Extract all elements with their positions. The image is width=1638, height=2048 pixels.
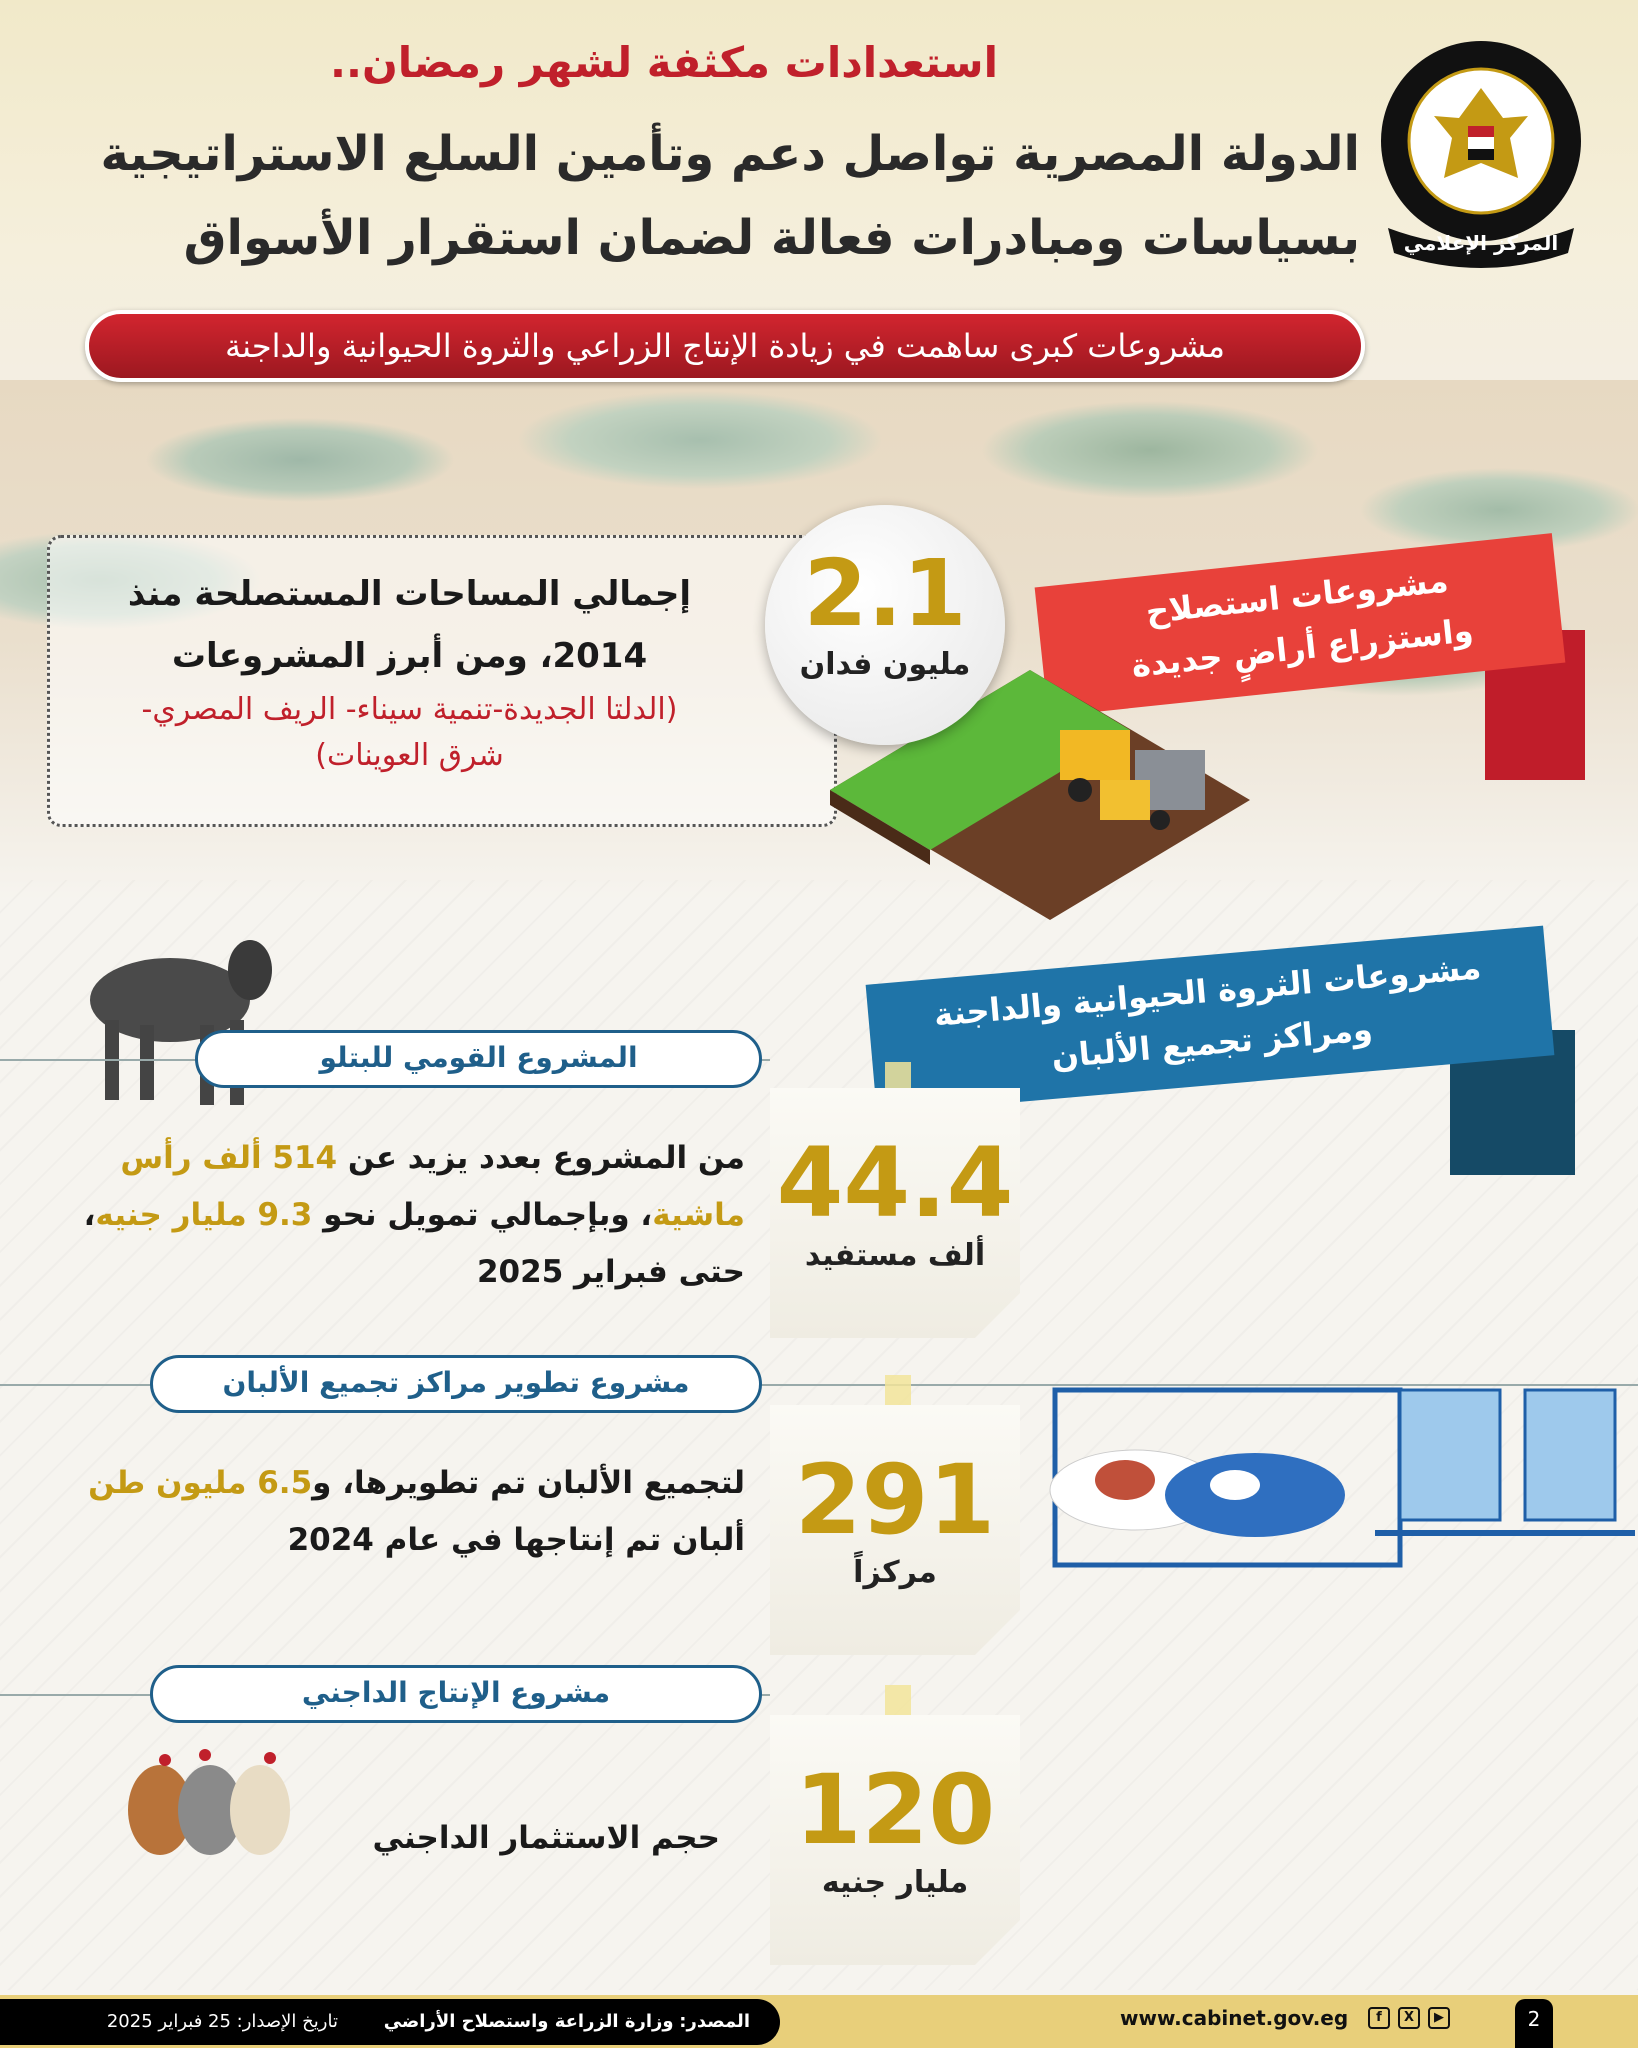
text: من المشروع بعدد يزيد عن (337, 1140, 745, 1176)
project-description-veal: من المشروع بعدد يزيد عن 514 ألف رأس ماشي… (15, 1130, 745, 1301)
text: ، (83, 1197, 96, 1233)
stat-unit: مليار جنيه (821, 1865, 969, 1900)
milking-cows-illustration (1049, 1387, 1635, 1568)
source-bar: المصدر: وزارة الزراعة واستصلاح الأراضي ت… (0, 1999, 780, 2045)
stat-value: 291 (794, 1444, 996, 1556)
main-title: الدولة المصرية تواصل دعم وتأمين السلع ال… (10, 112, 1360, 280)
youtube-icon[interactable]: ▶ (1428, 2007, 1450, 2029)
stat-card-poultry: 120 مليار جنيه (770, 1715, 1020, 1965)
project-description-dairy: لتجميع الألبان تم تطويرها، و6.5 مليون طن… (0, 1455, 745, 1569)
facebook-icon[interactable]: f (1368, 2007, 1390, 2029)
stat-card-veal: 44.4 ألف مستفيد (770, 1088, 1020, 1338)
project-title-poultry: مشروع الإنتاج الداجني (150, 1665, 762, 1723)
stat-value: 44.4 (776, 1127, 1014, 1239)
land-desc-line-1: إجمالي المساحات المستصلحة منذ (127, 574, 692, 614)
source-label: المصدر: (679, 2011, 750, 2032)
page-number: 2 (1515, 1999, 1553, 2048)
text: ، وبإجمالي تمويل نحو (312, 1197, 653, 1233)
text: لتجميع الألبان تم تطويرها، و (312, 1465, 745, 1501)
land-value: 2.1 (803, 540, 967, 647)
svg-text:المركز الإعلامي: المركز الإعلامي (1404, 231, 1558, 256)
text: حتى فبراير 2025 (476, 1254, 745, 1290)
chickens-image (128, 1749, 290, 1855)
stat-card-dairy: 291 مركزاً (770, 1405, 1020, 1655)
release-date: تاريخ الإصدار: 25 فبراير 2025 (106, 2011, 338, 2032)
highlight: 514 ألف رأس (120, 1140, 338, 1176)
land-desc-line-2: 2014، ومن أبرز المشروعات (171, 636, 648, 676)
highlight: 6.5 مليون طن (88, 1465, 313, 1501)
land-unit: مليون فدان (799, 647, 971, 682)
source: وزارة الزراعة واستصلاح الأراضي (383, 2011, 674, 2032)
stat-value: 120 (794, 1754, 996, 1866)
project-description-poultry: حجم الاستثمار الداجني (372, 1820, 720, 1856)
kicker-title: استعدادات مكثفة لشهر رمضان.. (330, 38, 998, 87)
project-title-dairy: مشروع تطوير مراكز تجميع الألبان (150, 1355, 762, 1413)
stat-unit: مركزاً (853, 1555, 937, 1590)
website-link[interactable]: www.cabinet.gov.eg (1120, 2006, 1349, 2030)
x-icon[interactable]: X (1398, 2007, 1420, 2029)
text: ألبان تم إنتاجها في عام 2024 (287, 1522, 745, 1558)
title-line-1: الدولة المصرية تواصل دعم وتأمين السلع ال… (100, 126, 1360, 182)
cabinet-media-center-logo: المركز الإعلامي (1381, 41, 1581, 268)
section-banner: مشروعات كبرى ساهمت في زيادة الإنتاج الزر… (85, 310, 1365, 382)
divider (0, 1384, 1638, 1386)
land-projects-line-1: (الدلتا الجديدة-تنمية سيناء- الريف المصر… (141, 692, 678, 727)
land-stat-circle: 2.1 مليون فدان (765, 505, 1005, 745)
highlight: 9.3 مليار جنيه (95, 1197, 313, 1233)
title-line-2: بسياسات ومبادرات فعالة لضمان استقرار الأ… (183, 210, 1360, 266)
stat-unit: ألف مستفيد (804, 1238, 986, 1273)
highlight: ماشية (652, 1197, 745, 1233)
land-projects-line-2: شرق العوينات) (315, 738, 504, 773)
land-description-box: إجمالي المساحات المستصلحة منذ 2014، ومن … (47, 535, 837, 827)
project-title-veal: المشروع القومي للبتلو (195, 1030, 762, 1088)
